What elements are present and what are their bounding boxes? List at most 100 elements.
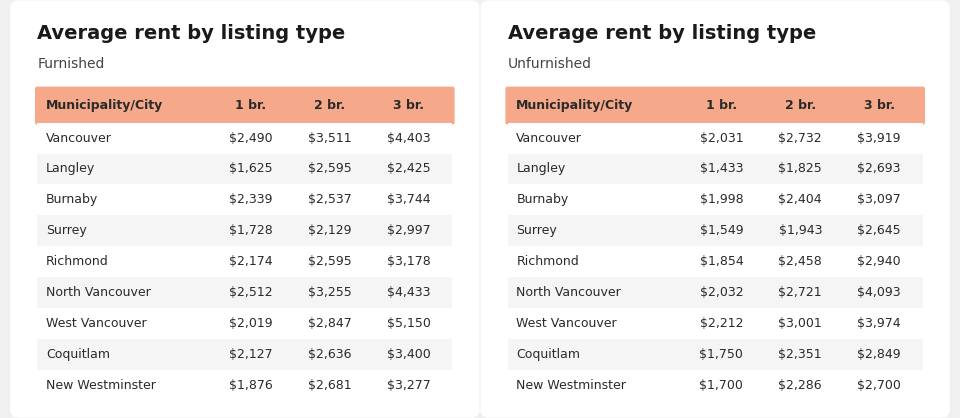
Text: $1,549: $1,549	[700, 224, 743, 237]
Bar	[508, 246, 923, 277]
Text: $3,744: $3,744	[387, 194, 431, 206]
Bar	[508, 153, 923, 184]
Text: Municipality/City: Municipality/City	[46, 99, 163, 112]
Text: $2,127: $2,127	[229, 348, 273, 361]
Bar	[508, 184, 923, 215]
Bar	[37, 277, 452, 308]
Text: $2,721: $2,721	[779, 286, 822, 299]
Text: $1,943: $1,943	[779, 224, 822, 237]
Text: Coquitlam: Coquitlam	[46, 348, 110, 361]
Text: $2,490: $2,490	[229, 132, 273, 145]
Text: $1,750: $1,750	[700, 348, 743, 361]
Text: $3,974: $3,974	[857, 317, 901, 330]
Bar	[37, 339, 452, 370]
Text: 1 br.: 1 br.	[235, 99, 267, 112]
Text: $3,400: $3,400	[387, 348, 431, 361]
Text: $1,728: $1,728	[229, 224, 273, 237]
Text: $2,700: $2,700	[857, 379, 901, 392]
Text: West Vancouver: West Vancouver	[46, 317, 147, 330]
Text: $2,681: $2,681	[308, 379, 351, 392]
Text: Municipality/City: Municipality/City	[516, 99, 634, 112]
Text: $1,876: $1,876	[229, 379, 273, 392]
Bar	[508, 277, 923, 308]
FancyBboxPatch shape	[11, 0, 479, 418]
Text: Langley: Langley	[46, 163, 95, 176]
Text: $2,693: $2,693	[857, 163, 900, 176]
Text: $2,339: $2,339	[229, 194, 273, 206]
Text: $2,537: $2,537	[308, 194, 351, 206]
FancyBboxPatch shape	[481, 0, 949, 418]
Text: $2,940: $2,940	[857, 255, 901, 268]
Text: $3,511: $3,511	[308, 132, 351, 145]
Text: $1,433: $1,433	[700, 163, 743, 176]
Text: Average rent by listing type: Average rent by listing type	[37, 24, 346, 43]
Text: Burnaby: Burnaby	[516, 194, 568, 206]
Text: $3,178: $3,178	[387, 255, 431, 268]
Text: $2,019: $2,019	[229, 317, 273, 330]
Text: Surrey: Surrey	[46, 224, 86, 237]
Text: 1 br.: 1 br.	[706, 99, 737, 112]
Text: $2,645: $2,645	[857, 224, 901, 237]
Text: 3 br.: 3 br.	[864, 99, 895, 112]
Text: $2,286: $2,286	[779, 379, 822, 392]
Bar	[37, 122, 452, 153]
Text: $2,458: $2,458	[779, 255, 822, 268]
Text: West Vancouver: West Vancouver	[516, 317, 617, 330]
Text: $1,998: $1,998	[700, 194, 743, 206]
FancyBboxPatch shape	[505, 87, 925, 125]
Text: North Vancouver: North Vancouver	[46, 286, 151, 299]
Bar	[37, 246, 452, 277]
Bar	[508, 308, 923, 339]
Text: $2,849: $2,849	[857, 348, 901, 361]
Text: $1,854: $1,854	[700, 255, 743, 268]
Text: Richmond: Richmond	[516, 255, 579, 268]
Bar	[37, 370, 452, 401]
Bar	[508, 215, 923, 246]
FancyBboxPatch shape	[35, 87, 455, 125]
Text: $3,255: $3,255	[308, 286, 351, 299]
Bar	[37, 184, 452, 215]
Text: $2,404: $2,404	[779, 194, 822, 206]
Text: $3,277: $3,277	[387, 379, 431, 392]
Text: Unfurnished: Unfurnished	[508, 56, 591, 71]
Bar	[37, 153, 452, 184]
Text: New Westminster: New Westminster	[46, 379, 156, 392]
Text: Coquitlam: Coquitlam	[516, 348, 581, 361]
Text: Furnished: Furnished	[37, 56, 105, 71]
Text: $4,093: $4,093	[857, 286, 901, 299]
Text: Vancouver: Vancouver	[516, 132, 583, 145]
Text: $2,212: $2,212	[700, 317, 743, 330]
Text: $3,097: $3,097	[857, 194, 901, 206]
Text: Richmond: Richmond	[46, 255, 108, 268]
Text: $2,032: $2,032	[700, 286, 743, 299]
Text: 3 br.: 3 br.	[394, 99, 424, 112]
Text: $2,595: $2,595	[308, 255, 351, 268]
Text: North Vancouver: North Vancouver	[516, 286, 621, 299]
Text: $1,825: $1,825	[779, 163, 822, 176]
Text: $2,847: $2,847	[308, 317, 351, 330]
Text: $2,129: $2,129	[308, 224, 351, 237]
Text: $2,425: $2,425	[387, 163, 431, 176]
Text: $2,997: $2,997	[387, 224, 431, 237]
Text: $1,625: $1,625	[229, 163, 273, 176]
Text: Average rent by listing type: Average rent by listing type	[508, 24, 816, 43]
Text: Surrey: Surrey	[516, 224, 557, 237]
Text: $4,433: $4,433	[387, 286, 430, 299]
Text: $2,174: $2,174	[229, 255, 273, 268]
Text: $2,595: $2,595	[308, 163, 351, 176]
Text: Langley: Langley	[516, 163, 565, 176]
Text: 2 br.: 2 br.	[784, 99, 816, 112]
Bar	[508, 122, 923, 153]
Text: $3,001: $3,001	[779, 317, 822, 330]
Text: $2,351: $2,351	[779, 348, 822, 361]
Text: New Westminster: New Westminster	[516, 379, 626, 392]
Bar	[37, 215, 452, 246]
Text: $2,636: $2,636	[308, 348, 351, 361]
Bar	[37, 308, 452, 339]
Text: Burnaby: Burnaby	[46, 194, 98, 206]
Text: Vancouver: Vancouver	[46, 132, 112, 145]
Bar	[508, 370, 923, 401]
Text: $3,919: $3,919	[857, 132, 900, 145]
Text: $1,700: $1,700	[700, 379, 743, 392]
Text: $2,732: $2,732	[779, 132, 822, 145]
